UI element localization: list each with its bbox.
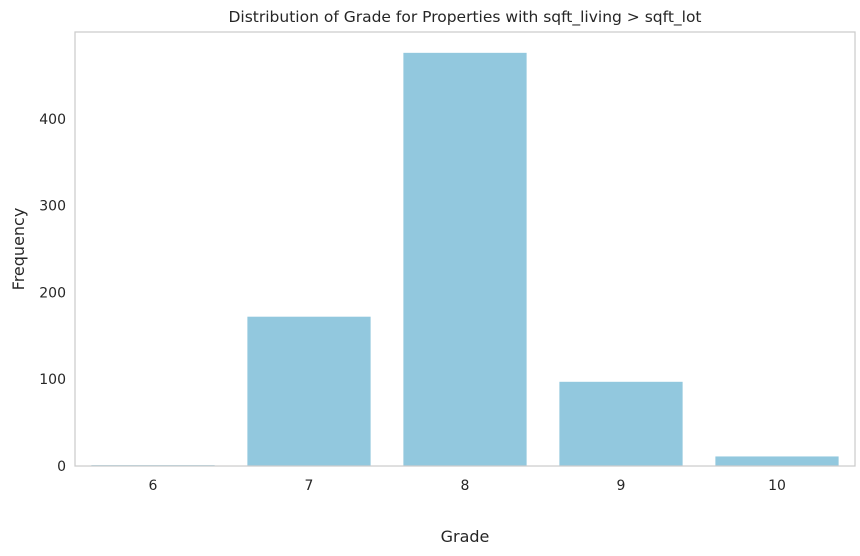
y-axis-ticks: 0 100 200 300 400	[39, 112, 66, 475]
bar-grade-7	[247, 316, 371, 466]
x-tick-label: 10	[768, 478, 786, 494]
bar-grade-10	[715, 456, 839, 466]
x-tick-label: 8	[461, 478, 470, 494]
bars-layer	[91, 52, 839, 466]
x-tick-label: 9	[617, 478, 626, 494]
x-axis-label: Grade	[441, 527, 490, 546]
y-tick-label: 300	[39, 199, 66, 215]
x-tick-label: 6	[149, 478, 158, 494]
y-tick-label: 400	[39, 112, 66, 128]
bar-grade-9	[559, 381, 683, 466]
x-tick-label: 7	[305, 478, 314, 494]
x-axis-ticks: 6 7 8 9 10	[149, 478, 786, 494]
y-tick-label: 0	[57, 459, 66, 475]
y-axis-label: Frequency	[9, 208, 28, 291]
y-tick-label: 200	[39, 285, 66, 301]
plot-frame	[74, 31, 856, 467]
chart-title: Distribution of Grade for Properties wit…	[228, 8, 701, 27]
bar-grade-8	[403, 52, 527, 466]
y-tick-label: 100	[39, 372, 66, 388]
